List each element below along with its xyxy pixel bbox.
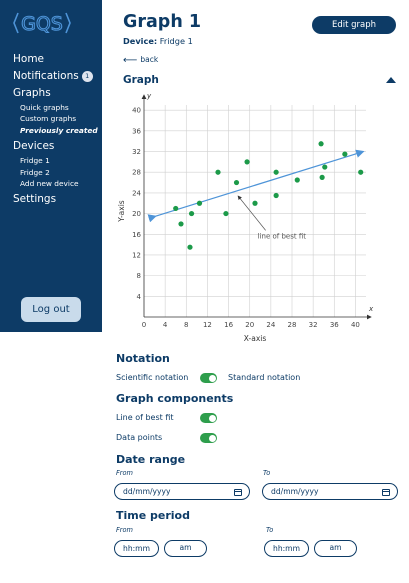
x-tick-label: 16 [224, 321, 233, 329]
graph-components-title: Graph components [116, 392, 234, 405]
device-line: Device: Fridge 1 [123, 36, 193, 46]
y-tick-label: 36 [132, 127, 141, 135]
data-point [252, 200, 258, 206]
sidebar-subitem-add-device[interactable]: Add new device [20, 179, 79, 189]
sidebar: GQS Home Notifications 1 Graphs Quick gra… [0, 0, 102, 332]
device-value: Fridge 1 [159, 36, 193, 46]
x-axis-arrow-label: x [368, 305, 374, 313]
sidebar-subitem-fridge-2[interactable]: Fridge 2 [20, 167, 50, 177]
notification-badge: 1 [81, 71, 93, 82]
data-point [318, 141, 324, 147]
gqs-logo-icon[interactable]: GQS [13, 9, 71, 37]
line-of-best-fit-toggle[interactable] [200, 413, 217, 423]
sidebar-item-home[interactable]: Home [13, 53, 45, 65]
sidebar-item-devices[interactable]: Devices [13, 140, 55, 153]
y-tick-label: 40 [132, 107, 141, 115]
logout-button[interactable]: Log out [21, 297, 81, 322]
y-tick-label: 32 [132, 148, 141, 156]
device-label: Device: [123, 36, 158, 46]
x-axis-title: X-axis [244, 334, 267, 343]
standard-notation-label: Standard notation [228, 373, 301, 382]
scatter-chart: x y 0 4 8 12 16 20 24 28 32 36 40 4 8 12 16 20 24 28 32 36 40 X… [117, 92, 374, 343]
y-tick-label: 8 [137, 272, 141, 280]
logo-text: GQS [21, 13, 63, 35]
data-point [223, 210, 229, 217]
x-tick-label: 40 [351, 321, 360, 329]
data-point [294, 177, 300, 183]
date-range-title: Date range [116, 453, 186, 466]
time-to-label: To [266, 526, 274, 534]
data-point [188, 210, 195, 217]
time-period-title: Time period [116, 509, 190, 522]
x-tick-label: 8 [184, 321, 188, 329]
graph-section-title: Graph [123, 74, 159, 86]
date-from-label: From [116, 469, 133, 477]
data-point [178, 221, 184, 227]
sidebar-subitem-previously-created[interactable]: Previously created [20, 125, 98, 135]
x-tick-label: 12 [203, 321, 212, 329]
back-label: back [140, 55, 159, 64]
x-tick-label: 32 [309, 321, 318, 329]
data-point [196, 200, 203, 206]
sidebar-item-notifications[interactable]: Notifications 1 [13, 68, 99, 85]
x-tick-label: 24 [266, 321, 275, 329]
data-point [187, 244, 193, 250]
y-axis-title: Y-axis [117, 200, 126, 223]
data-point [322, 164, 328, 170]
data-points-toggle[interactable] [200, 433, 217, 443]
line-of-best-fit-label: Line of best fit [116, 413, 174, 422]
y-tick-label: 16 [132, 231, 141, 239]
y-axis-arrow-label: y [146, 92, 152, 100]
y-tick-label: 28 [132, 169, 141, 177]
data-point [173, 205, 179, 212]
sidebar-nav: Home Notifications 1 Graphs Quick graphs … [13, 51, 99, 208]
sidebar-item-settings[interactable]: Settings [13, 193, 57, 206]
sidebar-item-label: Notifications [13, 70, 79, 82]
page-title: Graph 1 [123, 12, 202, 32]
data-point [244, 159, 250, 165]
data-point [342, 151, 348, 157]
time-from-input[interactable] [114, 540, 159, 557]
x-tick-label: 28 [288, 321, 297, 329]
x-tick-label: 0 [142, 321, 146, 329]
notation-title: Notation [116, 352, 170, 365]
time-to-ampm-select[interactable]: am [314, 540, 357, 557]
annotation-arrow [237, 195, 266, 231]
date-from-input[interactable] [114, 483, 250, 500]
time-from-label: From [116, 526, 133, 534]
data-point [273, 169, 279, 175]
y-tick-label: 4 [137, 293, 142, 301]
edit-graph-button[interactable]: Edit graph [312, 16, 396, 34]
annotation-label: line of best fit [258, 232, 307, 240]
y-tick-label: 20 [132, 210, 141, 218]
y-tick-label: 24 [132, 189, 141, 197]
notation-toggle[interactable] [200, 373, 217, 383]
sidebar-subitem-fridge-1[interactable]: Fridge 1 [20, 156, 50, 166]
sidebar-item-graphs[interactable]: Graphs [13, 87, 51, 99]
y-tick-label: 12 [132, 251, 141, 259]
x-tick-label: 20 [245, 321, 254, 329]
time-from-ampm-select[interactable]: am [164, 540, 207, 557]
scientific-notation-label: Scientific notation [116, 373, 189, 382]
sidebar-subitem-custom-graphs[interactable]: Custom graphs [20, 114, 77, 124]
x-tick-label: 36 [330, 321, 339, 329]
date-to-label: To [263, 469, 271, 477]
data-point [233, 179, 240, 186]
data-point [319, 174, 325, 180]
data-point [358, 169, 364, 175]
x-tick-label: 4 [163, 321, 168, 329]
data-point [215, 169, 221, 175]
data-point [273, 192, 279, 199]
collapse-triangle-icon[interactable] [386, 77, 396, 83]
back-arrow-icon: ⟵ [123, 55, 138, 66]
data-points-label: Data points [116, 433, 163, 442]
sidebar-subitem-quick-graphs[interactable]: Quick graphs [20, 103, 69, 112]
date-to-input[interactable] [262, 483, 398, 500]
line-of-best-fit [147, 149, 365, 223]
time-to-input[interactable] [264, 540, 309, 557]
back-link[interactable]: ⟵ back [123, 55, 158, 66]
